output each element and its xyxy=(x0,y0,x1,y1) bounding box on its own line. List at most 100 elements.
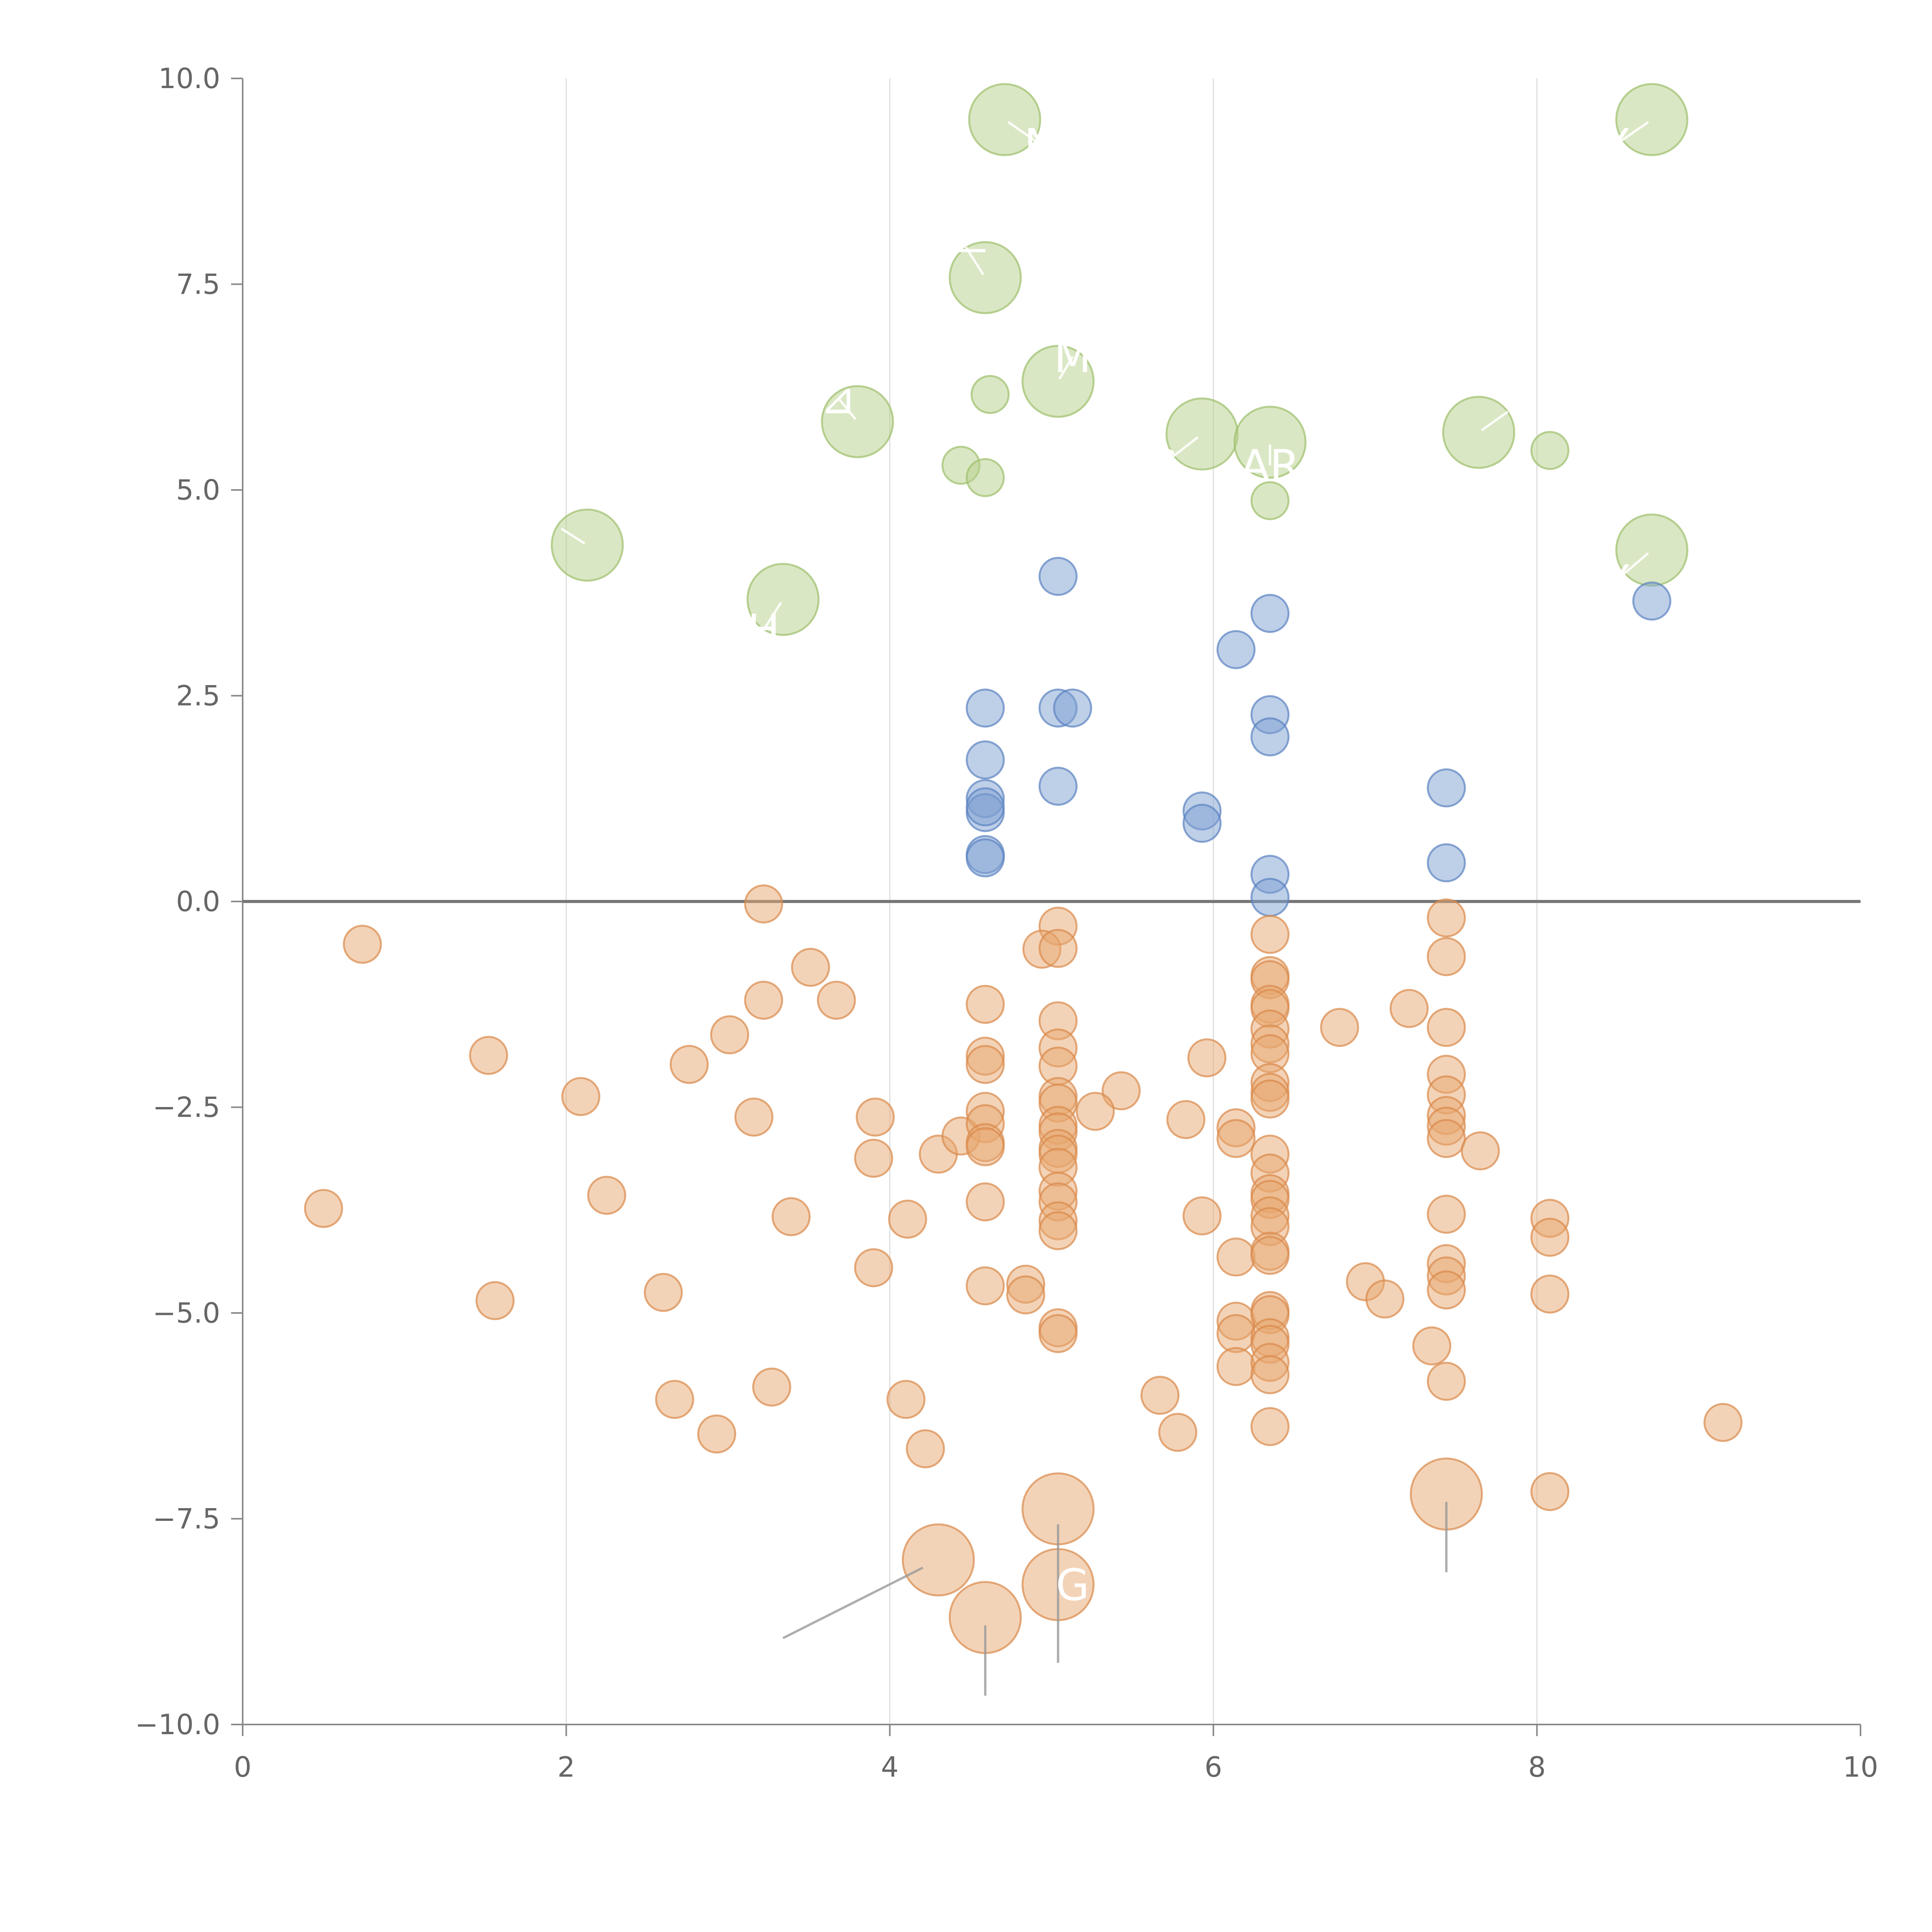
annotation-label: N xyxy=(1024,120,1056,170)
data-point-negative xyxy=(906,1429,945,1468)
annotation-leader xyxy=(561,527,585,544)
data-point-negative xyxy=(1038,1211,1078,1250)
y-tick-label: 2.5 xyxy=(176,680,220,712)
data-point-positive xyxy=(1250,878,1290,917)
data-point-negative xyxy=(1166,1100,1206,1139)
data-point-positive xyxy=(1250,594,1290,633)
data-point-negative xyxy=(587,1175,626,1215)
annotation-label: G xyxy=(1145,441,1179,491)
data-point-negative xyxy=(1182,1196,1222,1236)
data-point-negative xyxy=(1102,1071,1141,1111)
y-tick-label: 0.0 xyxy=(176,885,220,918)
data-point-negative xyxy=(1530,1274,1570,1314)
data-point-positive xyxy=(1250,717,1290,757)
data-point-negative xyxy=(888,1199,927,1239)
data-point-negative xyxy=(966,1182,1005,1221)
data-point-negative xyxy=(469,1036,508,1075)
data-point-high xyxy=(968,83,1041,156)
data-point-negative xyxy=(1038,1314,1078,1353)
x-tick-label: 0 xyxy=(234,1751,252,1783)
annotation-leader xyxy=(1058,356,1074,379)
y-tick-label: 7.5 xyxy=(176,268,220,301)
data-point-high xyxy=(1442,396,1515,469)
data-point-negative xyxy=(1250,1079,1290,1119)
data-point-negative xyxy=(854,1139,893,1178)
data-point-high xyxy=(821,385,894,458)
data-point-negative xyxy=(1250,1236,1290,1275)
data-point-negative xyxy=(1389,989,1429,1028)
data-point-high xyxy=(949,241,1022,314)
data-point-negative xyxy=(1427,1362,1466,1401)
data-point-negative xyxy=(1216,1347,1256,1386)
data-point-negative xyxy=(697,1414,736,1454)
data-point-negative xyxy=(855,1097,895,1137)
data-point-positive xyxy=(966,688,1005,728)
data-point-negative xyxy=(1187,1038,1226,1078)
data-point-positive xyxy=(1632,582,1672,621)
x-tick-label: 4 xyxy=(881,1751,899,1783)
data-point-negative xyxy=(1427,1194,1466,1234)
data-point-positive xyxy=(1182,804,1222,843)
data-point-negative xyxy=(966,985,1005,1024)
data-point-positive xyxy=(1053,688,1092,728)
x-tick-label: 8 xyxy=(1528,1751,1546,1783)
annotation-label: — xyxy=(944,223,988,273)
data-point-negative xyxy=(1703,1403,1743,1442)
data-points xyxy=(304,83,1743,1654)
data-point-negative xyxy=(1216,1314,1256,1353)
annotation-label: ⊿ xyxy=(820,373,856,423)
data-point-negative xyxy=(1140,1376,1180,1415)
data-point-positive xyxy=(1038,767,1078,806)
data-point-negative xyxy=(817,981,856,1020)
data-point-negative xyxy=(1427,898,1466,938)
data-point-negative xyxy=(655,1380,694,1419)
data-point-negative xyxy=(1216,1237,1256,1277)
data-point-negative xyxy=(1006,1275,1046,1315)
data-point-negative xyxy=(304,1189,343,1228)
annotation-label: G xyxy=(1056,1560,1090,1611)
data-point-negative xyxy=(966,1045,1005,1084)
data-point-high xyxy=(746,563,820,636)
data-point-high xyxy=(551,509,624,582)
data-point-negative xyxy=(1158,1413,1197,1452)
annotation-label: H xyxy=(747,605,780,656)
data-point-negative xyxy=(966,1127,1005,1167)
data-point-positive xyxy=(966,787,1005,827)
annotation-leader xyxy=(965,247,985,276)
data-point-negative xyxy=(744,884,783,923)
data-point-negative xyxy=(1530,1218,1570,1257)
data-point-high xyxy=(1615,83,1689,156)
annotation-label: X xyxy=(1601,120,1631,170)
data-point-negative xyxy=(966,1266,1005,1306)
y-tick-label: 10.0 xyxy=(158,62,220,95)
data-point-negative xyxy=(1427,1008,1466,1047)
data-point-negative xyxy=(343,925,382,964)
data-point-negative xyxy=(744,981,783,1020)
data-point-high xyxy=(1021,345,1095,418)
annotation-leader xyxy=(1007,121,1041,145)
y-tick-label: −10.0 xyxy=(135,1708,220,1741)
x-tick-label: 2 xyxy=(557,1751,575,1783)
data-point-negative xyxy=(752,1367,791,1407)
data-point-negative xyxy=(475,1281,515,1320)
data-point-high xyxy=(1233,405,1307,479)
data-point-high xyxy=(970,375,1010,414)
data-point-negative xyxy=(670,1045,709,1084)
y-tick-label: −7.5 xyxy=(153,1503,220,1535)
data-point-high xyxy=(1530,431,1570,470)
data-point-negative xyxy=(1216,1119,1256,1158)
data-point-negative xyxy=(1365,1279,1405,1319)
data-point-negative xyxy=(734,1097,774,1137)
data-point-positive xyxy=(1427,768,1466,808)
data-point-negative xyxy=(771,1197,811,1236)
annotation-leader xyxy=(762,602,782,631)
data-point-positive xyxy=(1427,843,1466,883)
data-point-negative xyxy=(1076,1092,1115,1131)
data-point-negative xyxy=(1038,929,1078,968)
annotation-leader xyxy=(1616,121,1649,145)
data-point-negative xyxy=(901,1523,975,1597)
data-point-positive xyxy=(1216,630,1256,669)
data-point-negative xyxy=(1427,1119,1466,1158)
y-tick-label: −5.0 xyxy=(153,1297,220,1329)
